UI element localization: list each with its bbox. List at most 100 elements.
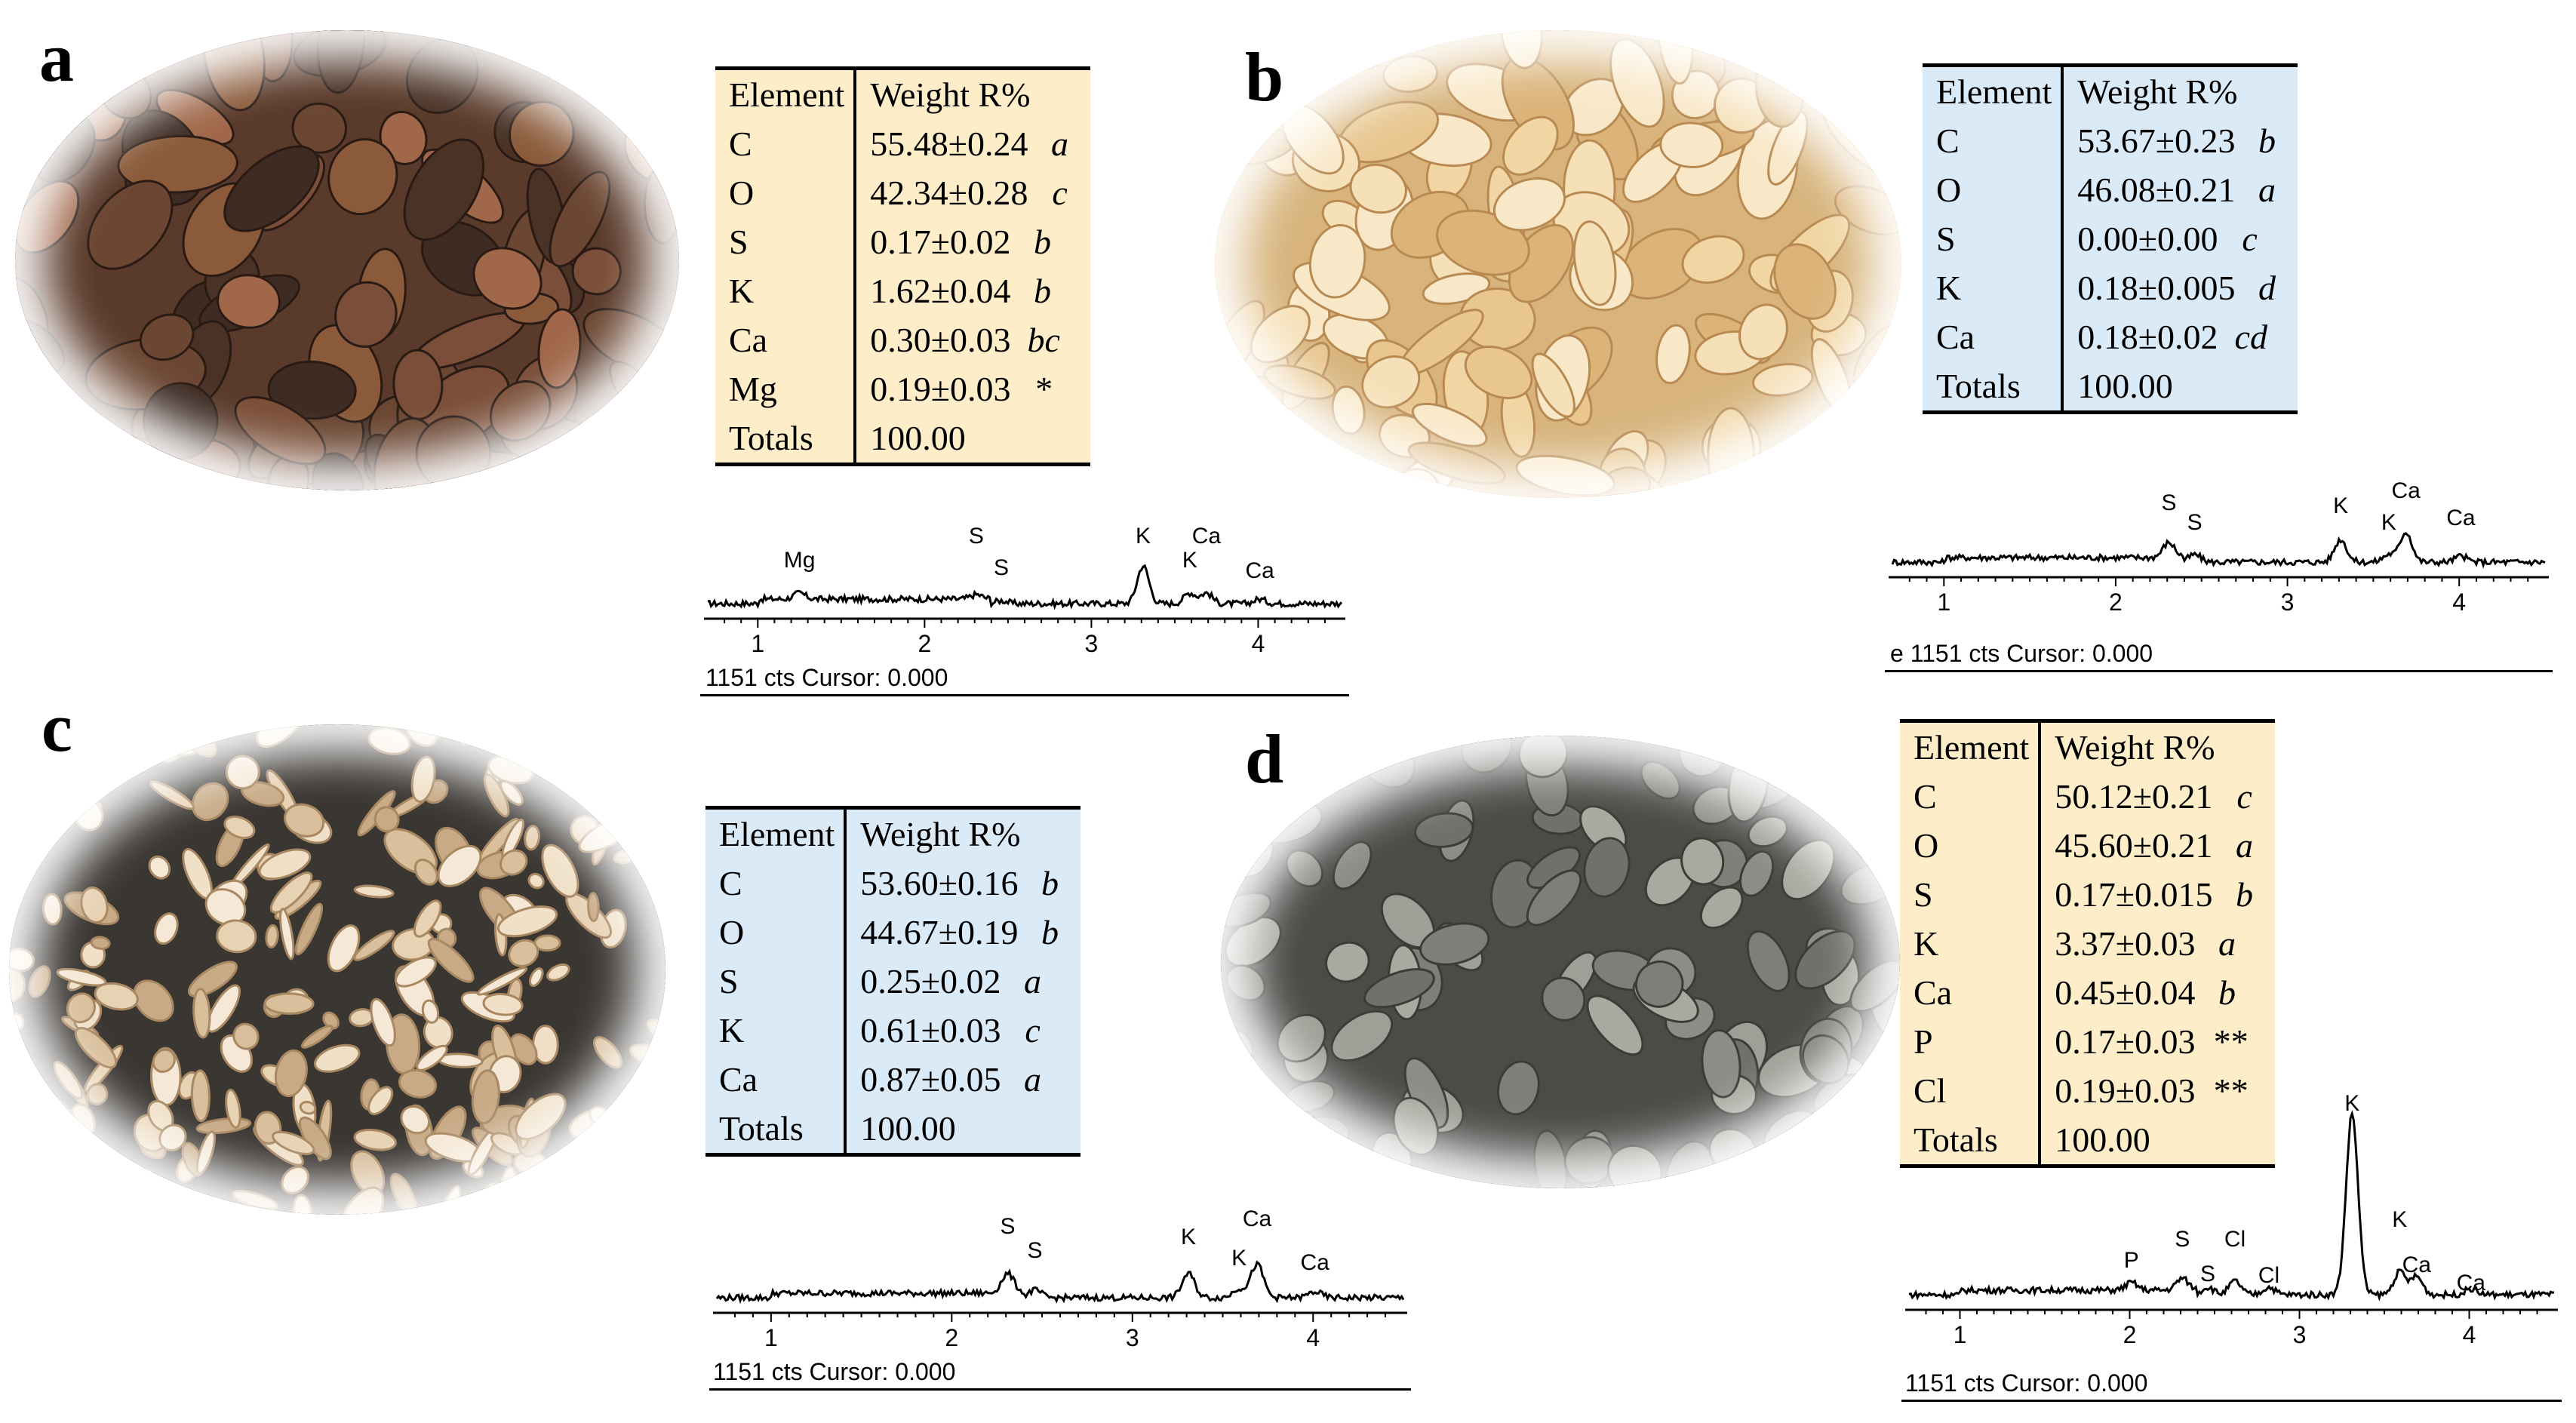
peak-label: Ca xyxy=(2391,478,2421,503)
significance-letter: ** xyxy=(2212,1071,2247,1110)
element-table-a: Element Weight R% C 55.48±0.24 a O 42.34±0.28 c… xyxy=(715,66,1090,466)
weight-value: 45.60±0.21 xyxy=(2055,825,2213,865)
element-symbol: Ca xyxy=(1923,312,2064,361)
significance-letter: c xyxy=(1052,173,1068,212)
weight-value: 44.67±0.19 xyxy=(860,912,1019,951)
table-row: K 0.61±0.03 c xyxy=(705,1006,1081,1055)
weight-value: 0.18±0.02 xyxy=(2077,317,2218,356)
peak-label: Ca xyxy=(1300,1250,1329,1275)
significance-letter: c xyxy=(2242,219,2258,258)
column-header-element: Element xyxy=(1900,721,2042,772)
element-symbol: K xyxy=(1900,919,2042,968)
significance-letter: b xyxy=(1041,912,1059,951)
element-symbol: Totals xyxy=(715,413,857,465)
peak-label: S xyxy=(1001,1214,1016,1239)
photo-green-coffee-beans xyxy=(1221,736,1900,1188)
significance-letter: b xyxy=(1041,863,1059,902)
table-row: Ca 0.45±0.04 b xyxy=(1900,968,2275,1017)
weight-value: 46.08±0.21 xyxy=(2077,170,2236,209)
peak-label: Ca xyxy=(2457,1271,2486,1295)
axis-tick-label: 2 xyxy=(2123,1321,2137,1348)
weight-value: 50.12±0.21 xyxy=(2055,776,2213,816)
weight-value: 100.00 xyxy=(870,418,966,457)
peak-label: Cl xyxy=(2258,1263,2279,1288)
axis-tick-label: 3 xyxy=(2293,1321,2307,1348)
significance-letter: c xyxy=(1025,1010,1041,1050)
weight-value: 0.17±0.03 xyxy=(2055,1022,2196,1061)
panel-label-c: c xyxy=(41,689,72,766)
panel-label-a: a xyxy=(39,19,74,96)
table-row: S 0.17±0.015 b xyxy=(1900,870,2275,919)
peak-label: Mg xyxy=(784,548,816,573)
significance-letter: a xyxy=(1024,1059,1042,1099)
element-symbol: Totals xyxy=(705,1104,847,1155)
peak-label: S xyxy=(2175,1227,2190,1252)
weight-value: 0.17±0.02 xyxy=(870,222,1011,261)
axis-tick-label: 1 xyxy=(764,1324,778,1351)
photo-dried-cherry-husk xyxy=(15,30,679,490)
table-row: O 46.08±0.21 a xyxy=(1923,165,2298,214)
axis-tick-label: 4 xyxy=(1252,630,1265,657)
table-header-row: Element Weight R% xyxy=(705,807,1081,859)
spectrum-trace xyxy=(707,564,1343,610)
element-symbol: O xyxy=(715,168,857,217)
peak-label: Ca xyxy=(1243,1206,1272,1231)
significance-letter: bc xyxy=(1027,320,1060,359)
significance-letter: b xyxy=(1034,222,1052,261)
peak-label: Ca xyxy=(2446,506,2476,530)
element-symbol: Ca xyxy=(1900,968,2042,1017)
element-symbol: S xyxy=(715,217,857,266)
photo-silverskin-flakes xyxy=(9,724,666,1215)
weight-value: 0.87±0.05 xyxy=(860,1059,1001,1099)
peak-label: S xyxy=(2161,490,2176,515)
table-row: Ca 0.18±0.02 cd xyxy=(1923,312,2298,361)
column-header-weight: Weight R% xyxy=(2055,727,2215,767)
column-header-element: Element xyxy=(1923,65,2064,116)
weight-value: 55.48±0.24 xyxy=(870,124,1028,163)
column-header-weight: Weight R% xyxy=(860,814,1021,853)
table-header-row: Element Weight R% xyxy=(1900,721,2275,772)
significance-letter: b xyxy=(2218,973,2236,1012)
element-symbol: S xyxy=(705,957,847,1006)
weight-value: 0.61±0.03 xyxy=(860,1010,1001,1050)
element-symbol: C xyxy=(705,859,847,908)
table-row: Totals 100.00 xyxy=(715,413,1090,465)
significance-letter: a xyxy=(1051,124,1069,163)
spectrum-trace xyxy=(1908,1110,2555,1302)
axis-tick-label: 1 xyxy=(1954,1321,1967,1348)
axis-tick-label: 2 xyxy=(945,1324,958,1351)
axis-tick-label: 4 xyxy=(1306,1324,1320,1351)
weight-value: 0.25±0.02 xyxy=(860,961,1001,1000)
table-row: C 53.67±0.23 b xyxy=(1923,116,2298,165)
weight-value: 53.67±0.23 xyxy=(2077,121,2236,160)
panel-label-b: b xyxy=(1245,38,1284,115)
weight-value: 53.60±0.16 xyxy=(860,863,1019,902)
weight-value: 0.17±0.015 xyxy=(2055,874,2213,914)
peak-label: K xyxy=(1181,1225,1196,1249)
significance-letter: b xyxy=(2258,121,2276,160)
weight-value: 0.18±0.005 xyxy=(2077,268,2236,307)
table-row: K 3.37±0.03 a xyxy=(1900,919,2275,968)
peak-label: K xyxy=(1182,548,1197,573)
significance-letter: a xyxy=(1024,961,1042,1000)
peak-label: K xyxy=(1231,1246,1247,1271)
weight-value: 0.00±0.00 xyxy=(2077,219,2218,258)
element-symbol: Totals xyxy=(1923,361,2064,413)
peak-label: P xyxy=(2124,1248,2139,1273)
spectrum-cursor-readout-b: e 1151 cts Cursor: 0.000 xyxy=(1890,640,2153,667)
table-row: O 42.34±0.28 c xyxy=(715,168,1090,217)
eds-spectrum-c: 1 2 3 4 S S K Ca K Ca xyxy=(709,1196,1411,1351)
table-row: C 53.60±0.16 b xyxy=(705,859,1081,908)
photo-parchment-shells xyxy=(1215,30,1901,498)
axis-tick-label: 3 xyxy=(2281,589,2295,616)
table-row: S 0.25±0.02 a xyxy=(705,957,1081,1006)
peak-label: S xyxy=(969,524,984,549)
element-symbol: K xyxy=(715,266,857,315)
element-symbol: C xyxy=(1900,772,2042,821)
axis-tick-label: 4 xyxy=(2452,589,2466,616)
element-symbol: O xyxy=(1900,821,2042,870)
table-row: K 0.18±0.005 d xyxy=(1923,263,2298,312)
table-row: Ca 0.87±0.05 a xyxy=(705,1055,1081,1104)
table-row: K 1.62±0.04 b xyxy=(715,266,1090,315)
element-symbol: O xyxy=(705,908,847,957)
